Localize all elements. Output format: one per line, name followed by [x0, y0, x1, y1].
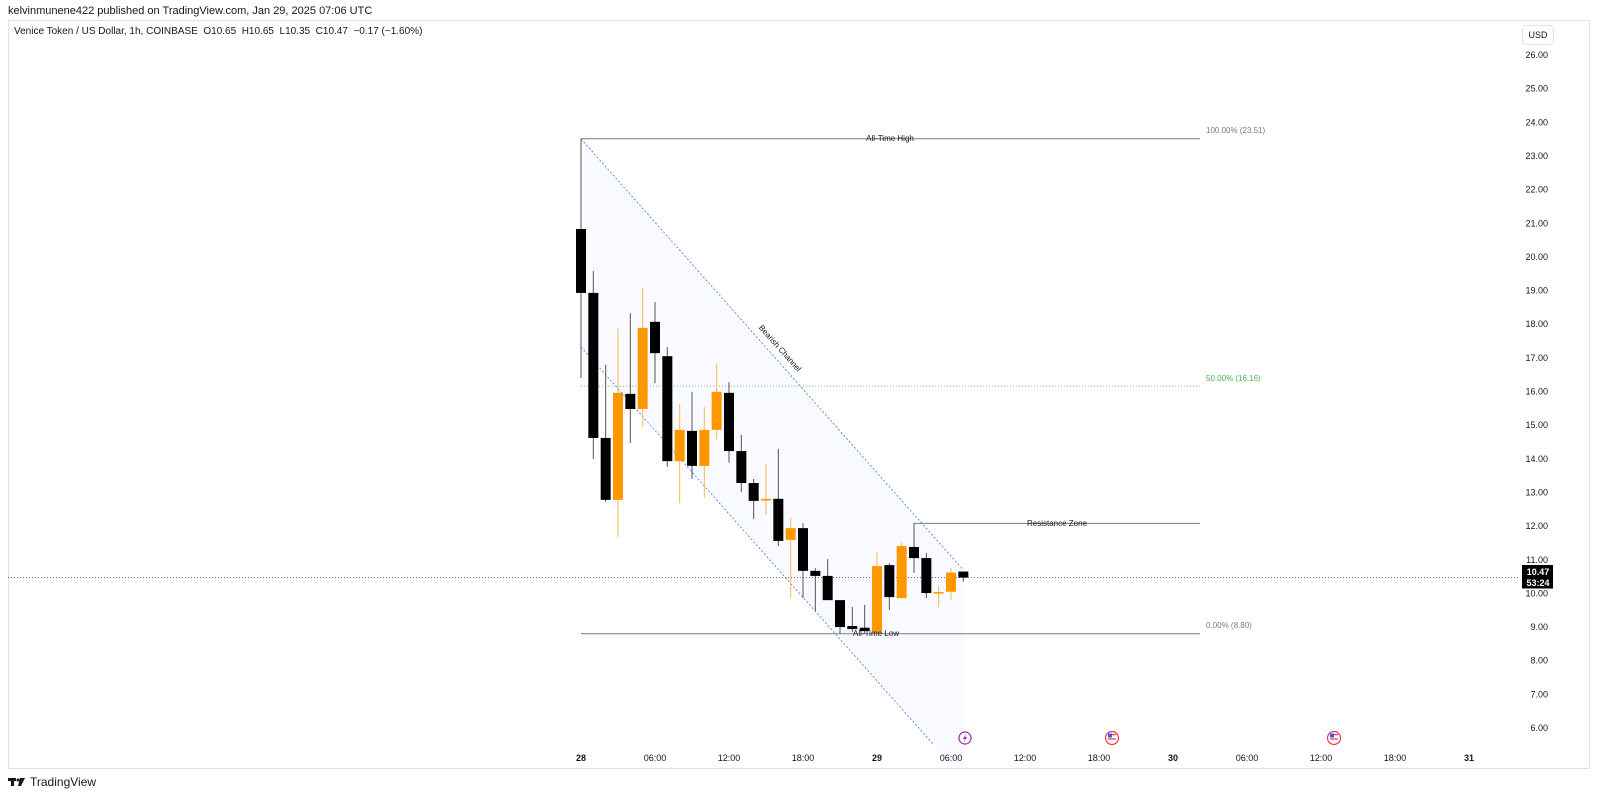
- candle-body: [576, 228, 586, 293]
- price-tick-label: 24.00: [1525, 117, 1548, 127]
- candle-body: [736, 451, 747, 484]
- candle-body: [810, 570, 821, 576]
- time-tick-label: 18:00: [1088, 753, 1111, 763]
- price-tick-label: 25.00: [1525, 84, 1548, 94]
- price-tick-label: 26.00: [1525, 50, 1548, 60]
- candle-body: [711, 391, 722, 430]
- candle-body: [650, 321, 660, 354]
- price-tick-label: 15.00: [1525, 420, 1548, 430]
- candles: [576, 138, 969, 634]
- candle-body: [637, 327, 648, 409]
- candle-body: [687, 430, 697, 466]
- time-tick-label: 18:00: [1384, 753, 1407, 763]
- candle-body: [600, 437, 611, 500]
- candle-body: [946, 572, 956, 592]
- chart-frame: [8, 20, 1590, 769]
- price-tick-label: 20.00: [1525, 252, 1548, 262]
- currency-button[interactable]: USD: [1522, 25, 1554, 45]
- price-tick-label: 10.00: [1525, 588, 1548, 598]
- candle-body: [588, 292, 599, 438]
- time-tick-label: 06:00: [940, 753, 963, 763]
- price-tick-label: 17.00: [1525, 353, 1548, 363]
- candle-body: [921, 558, 932, 594]
- last-price-value: 10.47: [1527, 567, 1550, 577]
- price-tick-label: 18.00: [1525, 319, 1548, 329]
- time-tick-label: 31: [1464, 753, 1474, 763]
- events-row: [958, 730, 1342, 746]
- fib-retracement: [8, 138, 1520, 635]
- time-tick-label: 12:00: [1310, 753, 1333, 763]
- symbol-legend: Venice Token / US Dollar, 1h, COINBASE O…: [14, 26, 423, 37]
- candle-body: [785, 528, 796, 540]
- candle-body: [847, 626, 858, 630]
- fib-label-50: 50.00% (16.16): [1206, 374, 1261, 383]
- time-tick-label: 29: [872, 753, 882, 763]
- candle-body: [724, 392, 734, 452]
- price-tick-label: 23.00: [1525, 151, 1548, 161]
- time-axis: 28 06:00 12:00 18:00 29 06:00 12:00 18:00 30 06:0…: [576, 753, 1474, 763]
- time-tick-label: 12:00: [718, 753, 741, 763]
- candle-body: [884, 565, 895, 598]
- candle-body: [674, 429, 685, 462]
- price-tick-label: 6.00: [1530, 723, 1548, 733]
- price-tick-label: 9.00: [1530, 622, 1548, 632]
- ath-label: All-Time High: [866, 134, 914, 143]
- candle-body: [859, 627, 870, 632]
- candle-body: [872, 566, 882, 634]
- us-flag-event-icon[interactable]: [1104, 730, 1120, 746]
- price-tick-label: 22.00: [1525, 185, 1548, 195]
- price-tick-label: 13.00: [1525, 487, 1548, 497]
- price-tick-label: 16.00: [1525, 387, 1548, 397]
- candle-body: [822, 575, 833, 601]
- bar-countdown: 53:24: [1526, 578, 1549, 588]
- candle-body: [699, 429, 710, 466]
- us-flag-event-icon[interactable]: [1326, 730, 1342, 746]
- tradingview-logo[interactable]: TradingView: [8, 775, 96, 789]
- candle-body: [798, 528, 808, 571]
- price-tick-label: 8.00: [1530, 656, 1548, 666]
- fib-label-100: 100.00% (23.51): [1206, 126, 1265, 135]
- time-tick-label: 28: [576, 753, 586, 763]
- publisher-line: kelvinmunene422 published on TradingView…: [8, 5, 373, 17]
- price-tick-label: 12.00: [1525, 521, 1548, 531]
- price-tick-label: 11.00: [1526, 555, 1548, 565]
- candle-body: [662, 356, 673, 462]
- fib-label-0: 0.00% (8.80): [1206, 621, 1252, 630]
- candle-body: [896, 545, 907, 599]
- atl-label: All-Time Low: [853, 629, 899, 638]
- time-tick-label: 18:00: [792, 753, 815, 763]
- channel-lower-line: [580, 346, 935, 746]
- channel-fill: [581, 139, 963, 768]
- candle-body: [909, 546, 919, 559]
- lightning-event-icon[interactable]: [958, 731, 972, 745]
- candle-body: [835, 600, 845, 628]
- candle-body: [748, 483, 759, 501]
- candle-body: [773, 498, 784, 541]
- bearish-channel: [580, 138, 964, 768]
- candle-body: [613, 392, 623, 500]
- time-tick-label: 12:00: [1014, 753, 1037, 763]
- price-tick-label: 21.00: [1525, 218, 1548, 228]
- brand-name: TradingView: [30, 775, 97, 789]
- resistance-label: Resistance Zone: [1027, 519, 1088, 528]
- price-tick-label: 19.00: [1525, 286, 1548, 296]
- price-axis: 6.00 7.00 8.00 9.00 10.00 11.00 12.00 13.00 14.0…: [1525, 50, 1548, 733]
- channel-upper-line: [580, 138, 964, 571]
- tradingview-logo-icon: [8, 778, 25, 786]
- candle-body: [761, 498, 771, 501]
- time-tick-label: 30: [1168, 753, 1178, 763]
- time-tick-label: 06:00: [644, 753, 667, 763]
- candle-body: [625, 393, 636, 409]
- last-price-tag: 10.47 53:24: [1522, 565, 1553, 589]
- price-tick-label: 14.00: [1525, 454, 1548, 464]
- price-tick-label: 7.00: [1530, 689, 1548, 699]
- candle-body: [933, 592, 944, 594]
- candle-body: [958, 571, 969, 578]
- time-tick-label: 06:00: [1236, 753, 1259, 763]
